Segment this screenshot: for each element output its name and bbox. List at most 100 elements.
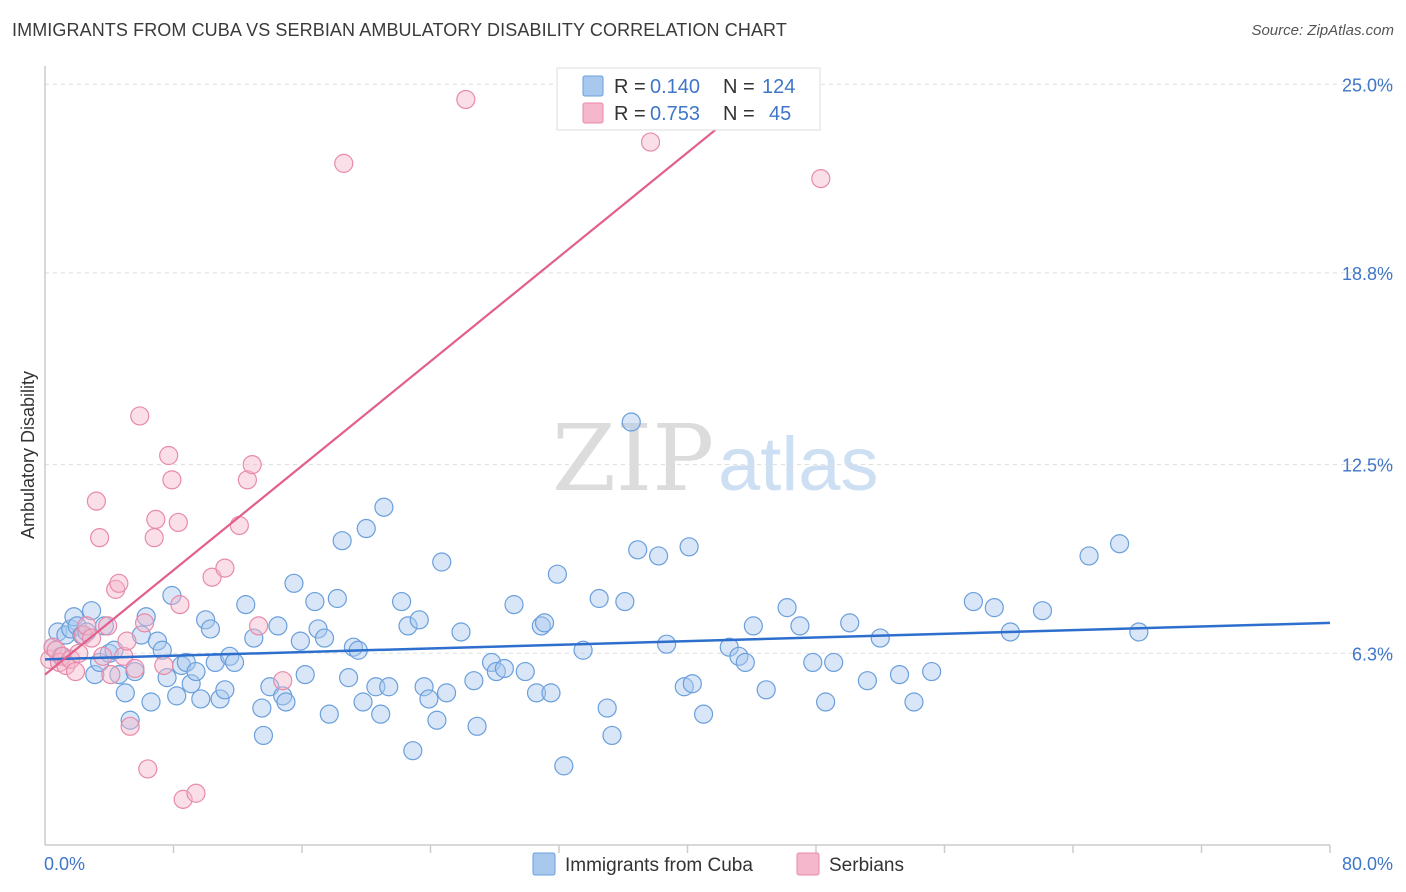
data-point-cuba: [186, 661, 206, 682]
legend-r-label-cuba: R =: [614, 76, 646, 98]
data-point-cuba: [276, 692, 296, 712]
series-legend: Immigrants from Cuba Serbians: [532, 852, 904, 876]
data-point-cuba: [870, 628, 890, 648]
data-point-cuba: [904, 692, 924, 712]
legend-r-value-serbians: 0.753: [650, 103, 700, 125]
bottom-legend-swatch-cuba: [532, 852, 556, 876]
data-point-cuba: [1109, 534, 1130, 554]
data-point-cuba: [157, 668, 177, 688]
data-point-cuba: [379, 677, 399, 697]
data-point-cuba: [295, 664, 315, 685]
data-point-cuba: [534, 613, 555, 633]
data-point-cuba: [504, 595, 524, 615]
legend-r-value-cuba: 0.140: [650, 76, 700, 98]
stats-legend: R = 0.140 N = 124 R = 0.753 N = 45: [556, 67, 821, 131]
data-point-cuba: [147, 631, 168, 651]
legend-swatch-cuba: [582, 75, 604, 97]
data-point-cuba: [790, 616, 810, 636]
data-point-cuba: [356, 518, 376, 539]
data-point-cuba: [305, 591, 325, 612]
y-tick-label: 18.8%: [1342, 264, 1393, 284]
data-point-cuba: [889, 664, 910, 685]
data-point-cuba: [743, 616, 763, 636]
y-axis-label: Ambulatory Disability: [18, 371, 38, 539]
watermark: ZIP atlas: [552, 405, 879, 512]
data-point-cuba: [332, 531, 352, 551]
data-point-cuba: [922, 661, 942, 682]
data-point-cuba: [81, 601, 102, 621]
data-point-serbians: [134, 613, 155, 633]
data-point-cuba: [436, 683, 457, 703]
data-point-cuba: [857, 671, 878, 691]
x-tick-label-min: 0.0%: [44, 854, 85, 874]
legend-n-label-cuba: N =: [723, 76, 755, 98]
data-point-cuba: [1079, 546, 1099, 566]
data-point-cuba: [432, 552, 452, 572]
data-point-serbians: [90, 528, 110, 548]
data-point-cuba: [657, 634, 677, 654]
trend-lines: [44, 86, 1331, 676]
series-cuba-points: [43, 412, 1149, 776]
data-point-cuba: [167, 686, 187, 706]
data-point-cuba: [777, 598, 797, 618]
legend-n-label-serbians: N =: [723, 103, 755, 125]
source-label: Source: ZipAtlas.com: [1251, 22, 1394, 39]
data-point-serbians: [101, 664, 121, 685]
y-tick-label: 6.3%: [1352, 644, 1393, 664]
data-point-serbians: [159, 445, 179, 466]
data-point-cuba: [141, 692, 161, 712]
data-point-cuba: [515, 661, 535, 682]
data-point-cuba: [547, 564, 567, 584]
data-point-cuba: [236, 595, 256, 615]
data-point-cuba: [615, 591, 635, 612]
bottom-legend-label-serbians: Serbians: [829, 855, 904, 876]
data-point-cuba: [541, 683, 561, 703]
trend-line-cuba: [44, 621, 1331, 661]
data-point-serbians: [334, 153, 354, 173]
data-point-serbians: [146, 509, 166, 530]
data-point-cuba: [338, 668, 359, 688]
chart-title: IMMIGRANTS FROM CUBA VS SERBIAN AMBULATO…: [12, 20, 787, 40]
data-point-cuba: [756, 680, 776, 700]
data-point-cuba: [414, 677, 434, 697]
data-point-cuba: [314, 628, 335, 648]
data-point-cuba: [840, 613, 860, 633]
x-ticks: [172, 845, 1331, 853]
data-point-cuba: [120, 710, 140, 730]
data-point-cuba: [391, 591, 412, 612]
y-tick-label: 25.0%: [1342, 75, 1393, 95]
data-point-serbians: [215, 558, 235, 578]
data-point-cuba: [210, 689, 230, 709]
data-point-cuba: [215, 680, 235, 700]
data-point-cuba: [648, 546, 669, 566]
data-point-cuba: [602, 725, 622, 746]
data-point-serbians: [109, 573, 129, 593]
data-point-serbians: [130, 406, 150, 426]
data-point-serbians: [186, 783, 206, 803]
data-point-cuba: [554, 756, 574, 776]
data-point-cuba: [319, 704, 339, 724]
data-point-cuba: [621, 412, 641, 432]
data-point-cuba: [494, 658, 514, 679]
data-point-serbians: [273, 671, 293, 691]
data-point-cuba: [327, 588, 347, 609]
data-point-cuba: [191, 689, 211, 709]
data-point-cuba: [374, 497, 394, 517]
data-point-cuba: [693, 704, 714, 724]
data-point-serbians: [168, 512, 188, 533]
data-point-serbians: [120, 716, 140, 736]
data-point-cuba: [371, 704, 391, 724]
data-point-serbians: [117, 631, 137, 651]
data-point-cuba: [573, 640, 593, 660]
data-point-serbians: [170, 595, 190, 615]
data-point-serbians: [154, 655, 174, 676]
data-point-cuba: [682, 674, 702, 694]
legend-n-value-serbians: 45: [769, 103, 791, 125]
y-tick-labels: 6.3% 12.5% 18.8% 25.0%: [1342, 75, 1393, 664]
data-point-cuba: [290, 631, 310, 651]
data-point-cuba: [85, 664, 105, 685]
data-point-cuba: [816, 692, 836, 712]
data-point-serbians: [242, 455, 262, 475]
data-point-cuba: [464, 671, 484, 691]
